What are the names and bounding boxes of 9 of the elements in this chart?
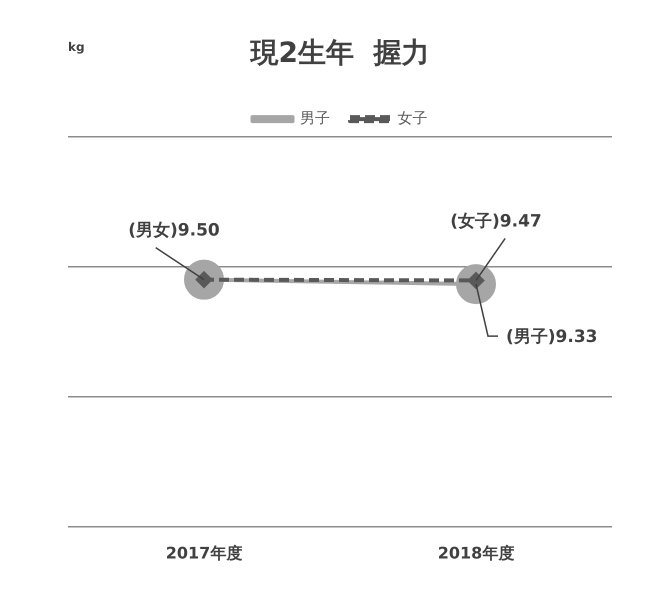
chart-title: 現2生年 握力 <box>250 36 430 70</box>
legend-label: 女子 <box>398 108 428 127</box>
text: kg <box>68 40 85 54</box>
data-label: (男女)9.50 <box>128 220 220 241</box>
x-tick-label: 2018年度 <box>438 544 514 563</box>
legend-label: 男子 <box>300 108 330 127</box>
data-label: (女子)9.47 <box>450 211 542 232</box>
x-tick-label: 2017年度 <box>166 544 242 563</box>
data-label: (男子)9.33 <box>506 327 598 348</box>
